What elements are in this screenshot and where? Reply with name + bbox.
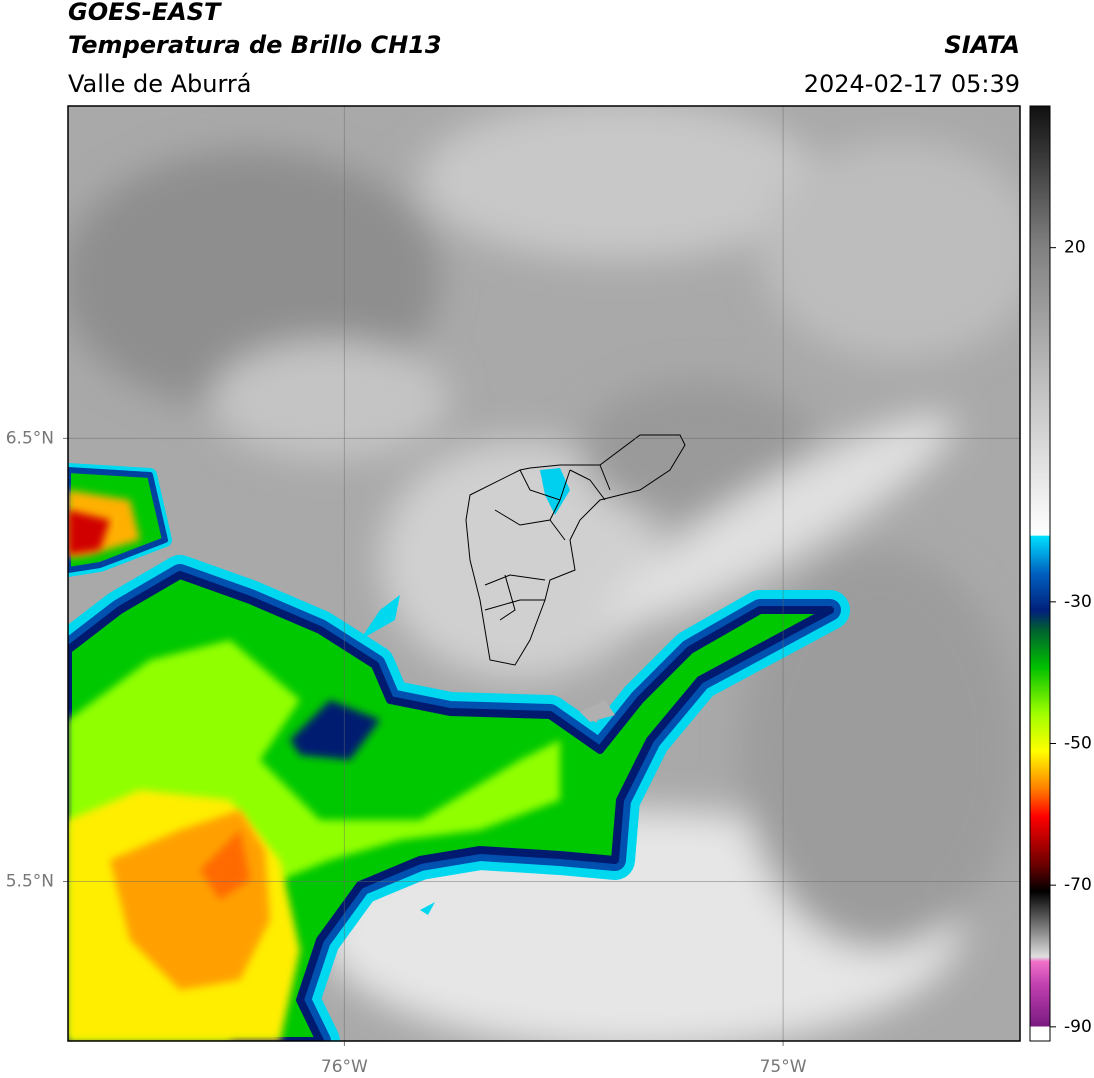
satellite-image [68,106,1020,1041]
map-frame [67,105,1021,1042]
colorbar-tick-label: -50 [1064,734,1092,754]
colorbar-tick-label: 20 [1064,238,1086,258]
y-tick-label: 5.5°N [6,871,54,891]
colorbar-tick-label: -30 [1064,592,1092,612]
colorbar-tick-label: -90 [1064,1017,1092,1037]
subtitle: Temperatura de Brillo CH13 [68,31,442,59]
x-tick-label: 75°W [760,1057,807,1077]
datetime: 2024-02-17 05:39 [804,70,1020,98]
title: GOES-EAST [68,0,222,26]
colorbar [1029,105,1051,1042]
graticule [63,106,1020,1046]
colorbar-tick-label: -70 [1064,875,1092,895]
source: SIATA [944,31,1020,59]
x-tick-label: 76°W [321,1057,368,1077]
municipal-boundaries [465,434,686,666]
y-tick-label: 6.5°N [6,428,54,448]
region: Valle de Aburrá [68,70,252,98]
colorbar-ticks: 20 -30 -50 -70 -90 [1050,238,1092,1037]
